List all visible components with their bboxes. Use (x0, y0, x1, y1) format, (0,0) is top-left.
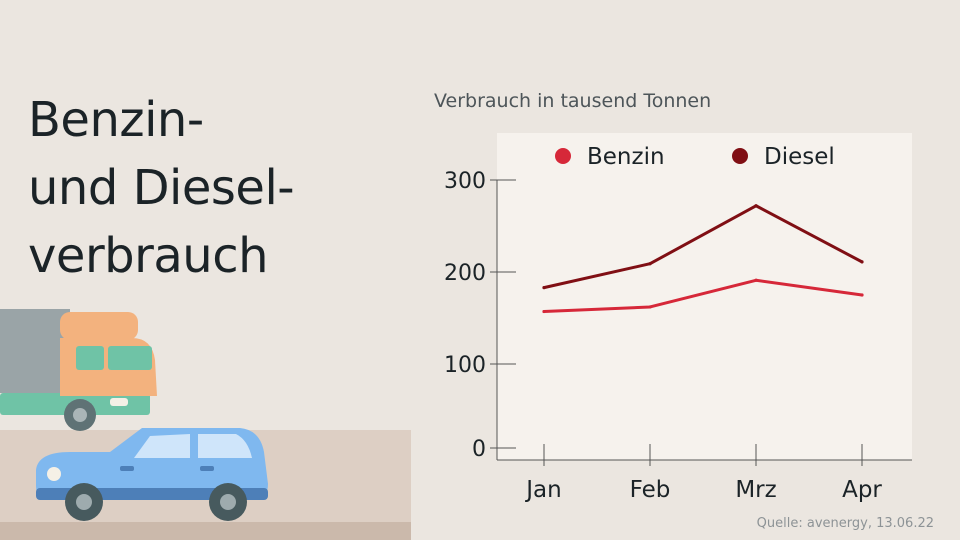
x-tick-label-jan: Jan (524, 477, 561, 503)
data-point-diesel-apr (860, 260, 864, 264)
legend-marker-benzin (555, 148, 571, 164)
road-bottom (0, 522, 411, 540)
source-note: Quelle: avenergy, 13.06.22 (756, 516, 934, 531)
series-line-benzin (542, 278, 864, 314)
x-tick-label-apr: Apr (842, 477, 882, 503)
legend-label-benzin: Benzin (587, 144, 665, 170)
headline-line-1: Benzin- (28, 92, 204, 148)
x-tick-label-feb: Feb (630, 477, 671, 503)
series-lines (542, 204, 864, 314)
data-point-benzin-jan (542, 309, 546, 314)
headline-line-2: und Diesel- (28, 160, 295, 216)
truck-icon (0, 309, 157, 431)
plot-background (497, 133, 912, 460)
headline: Benzin- und Diesel- verbrauch (28, 86, 295, 290)
data-point-diesel-feb (648, 262, 652, 266)
x-tick-label-mrz: Mrz (735, 477, 776, 503)
legend-marker-diesel (732, 148, 748, 164)
x-ticks: Jan Feb Mrz Apr (524, 444, 882, 503)
series-line-diesel (542, 204, 864, 290)
legend-label-diesel: Diesel (764, 144, 835, 170)
data-point-diesel-jan (542, 286, 546, 290)
y-tick-label-300: 300 (444, 169, 486, 194)
data-point-diesel-mrz (754, 204, 758, 208)
y-tick-label-100: 100 (444, 353, 486, 378)
data-point-benzin-apr (860, 293, 864, 297)
legend: Benzin Diesel (555, 144, 835, 170)
y-tick-label-0: 0 (472, 437, 486, 462)
chart-subtitle: Verbrauch in tausend Tonnen (434, 90, 712, 112)
y-tick-label-200: 200 (444, 261, 486, 286)
data-point-benzin-feb (648, 305, 652, 309)
car-icon (36, 428, 268, 521)
y-ticks: 0 100 200 300 (444, 169, 516, 462)
data-point-benzin-mrz (754, 278, 758, 282)
headline-line-3: verbrauch (28, 228, 269, 284)
